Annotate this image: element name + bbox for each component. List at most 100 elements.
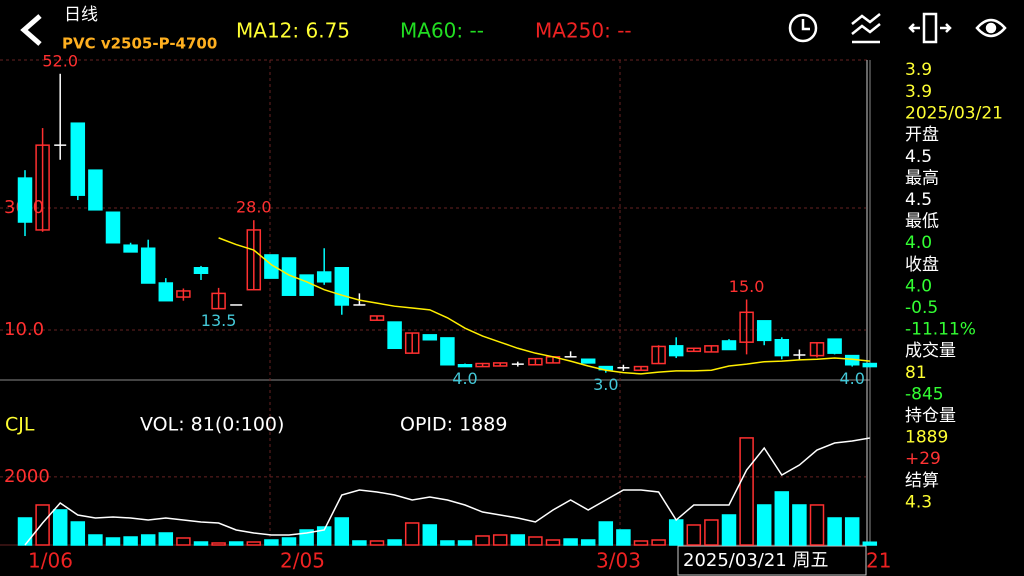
low-label: 4.0	[452, 369, 477, 388]
info-text: -845	[905, 384, 944, 404]
volume-bar	[228, 541, 244, 546]
volume-bar	[704, 519, 719, 546]
contract: PVC v2505-P-4700	[62, 35, 217, 53]
volume-bar	[862, 541, 878, 546]
body	[440, 337, 455, 366]
ma12-line	[218, 237, 870, 375]
info-text: 成交量	[905, 341, 956, 361]
body	[528, 357, 543, 366]
volume-bar	[404, 522, 420, 546]
info-text: 收盘	[905, 255, 939, 275]
info-text: 最高	[905, 168, 939, 188]
info-text: 4.5	[905, 147, 932, 167]
volume-bar	[739, 437, 754, 546]
eye-icon[interactable]	[975, 18, 1007, 38]
volume-bar	[475, 535, 490, 546]
y-tick-label: 2000	[4, 466, 50, 487]
volume-bar	[844, 517, 860, 546]
body	[774, 338, 790, 357]
volume-bar	[176, 537, 191, 546]
body	[140, 247, 156, 284]
body	[809, 342, 825, 357]
info-text: 4.0	[905, 276, 932, 296]
volume-bar	[545, 539, 561, 546]
body	[721, 340, 737, 351]
back-button[interactable]	[20, 14, 42, 46]
date-label: 21	[866, 549, 891, 573]
indicator-icon[interactable]	[851, 13, 881, 44]
body	[17, 177, 33, 223]
volume-bar	[246, 541, 262, 546]
volume-bar	[809, 504, 825, 546]
body	[404, 332, 420, 354]
clock-icon[interactable]	[788, 13, 818, 43]
volume-bar	[211, 542, 226, 546]
body	[211, 292, 226, 310]
high-label: 52.0	[42, 51, 78, 70]
period: 日线	[64, 5, 98, 25]
volume-bar	[510, 534, 526, 546]
scale-icon[interactable]	[908, 12, 952, 44]
volume-bar	[774, 491, 790, 546]
volume-bar	[105, 537, 121, 546]
volume-bar	[457, 540, 473, 546]
high-label: 15.0	[729, 277, 765, 296]
crosshair-value: 3.9	[905, 60, 932, 80]
body	[70, 122, 86, 196]
info-text: 最低	[905, 212, 939, 232]
body	[158, 282, 174, 302]
body	[264, 254, 279, 279]
sub-title: CJL	[5, 414, 35, 436]
volume-bar	[721, 514, 737, 546]
info-text: 4.3	[905, 492, 932, 512]
low-label: 4.0	[839, 369, 864, 388]
body	[176, 290, 191, 298]
volume-bar	[422, 524, 438, 546]
body	[457, 364, 473, 368]
volume-bar	[756, 504, 772, 546]
high-label: 28.0	[236, 198, 272, 217]
info-text: -0.5	[905, 298, 938, 318]
ma250-label: MA250: --	[535, 19, 632, 43]
volume-bar	[52, 509, 68, 546]
open-interest-line	[24, 437, 870, 546]
volume-bar	[387, 539, 402, 546]
body	[299, 274, 314, 296]
info-text: 1889	[905, 428, 948, 448]
body	[704, 345, 719, 353]
volume-bar	[668, 519, 684, 546]
info-text: +29	[905, 449, 941, 469]
volume-bar	[70, 521, 86, 546]
info-text: 开盘	[905, 125, 939, 145]
volume-bar	[492, 534, 508, 546]
volume-bar	[123, 536, 138, 546]
body	[862, 362, 878, 368]
volume-bar	[563, 538, 578, 546]
body	[316, 271, 332, 283]
body	[123, 244, 138, 253]
body	[475, 362, 490, 368]
ma12-label: MA12: 6.75	[236, 19, 350, 43]
body	[88, 169, 103, 211]
info-text: 3.9	[905, 82, 932, 102]
volume-bar	[281, 537, 297, 546]
date-label: 3/03	[596, 549, 641, 573]
vol-text: VOL: 81(0:100)	[140, 414, 284, 436]
volume-bar	[369, 540, 385, 546]
date-label: 2/05	[280, 549, 325, 573]
volume-bar	[686, 524, 702, 546]
body	[827, 338, 842, 354]
volume-bar	[792, 504, 807, 546]
info-text: 4.0	[905, 233, 932, 253]
volume-bar	[440, 540, 455, 546]
info-text: 4.5	[905, 190, 932, 210]
volume-bar	[651, 539, 666, 546]
tooltip: 2025/03/21 周五	[683, 550, 828, 571]
body	[686, 347, 702, 353]
body	[105, 211, 121, 244]
body	[193, 267, 209, 275]
volume-bar	[352, 540, 367, 546]
low-label: 13.5	[201, 311, 237, 330]
info-text: 结算	[905, 471, 939, 491]
